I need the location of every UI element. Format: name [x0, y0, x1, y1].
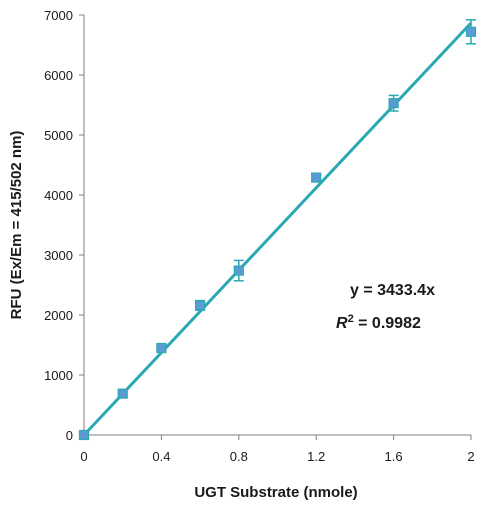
x-tick-label: 2 [467, 449, 474, 464]
y-tick-label: 7000 [44, 8, 73, 23]
y-tick-label: 2000 [44, 308, 73, 323]
x-tick-label: 0.4 [152, 449, 170, 464]
x-tick-label: 1.6 [385, 449, 403, 464]
r-squared-annotation: R2 = 0.9982 [336, 313, 421, 332]
equation-annotation: y = 3433.4x [350, 282, 435, 299]
data-point [233, 265, 244, 276]
trendline-group [82, 21, 473, 437]
trendline [82, 21, 473, 437]
data-points [78, 26, 477, 441]
r-squared-superscript: 2 [348, 313, 354, 325]
data-point [78, 429, 90, 441]
x-axis-title: UGT Substrate (nmole) [194, 484, 357, 501]
axes [79, 14, 472, 440]
data-point [156, 342, 167, 354]
x-tick-label: 1.2 [307, 449, 325, 464]
data-point [388, 98, 399, 109]
y-axis-title: RFU (Ex/Em = 415/502 nm) [8, 131, 25, 320]
y-tick-label: 1000 [44, 368, 73, 383]
x-tick-label: 0.8 [230, 449, 248, 464]
r-squared-symbol: R [336, 315, 348, 332]
y-tick-label: 5000 [44, 128, 73, 143]
y-tick-label: 3000 [44, 248, 73, 263]
y-tick-label: 0 [66, 428, 73, 443]
y-tick-label: 4000 [44, 188, 73, 203]
data-point [117, 388, 128, 399]
data-point [465, 26, 477, 37]
data-point [311, 172, 322, 183]
r-squared-value: = 0.9982 [354, 315, 421, 332]
data-point [195, 300, 206, 311]
x-tick-label: 0 [80, 449, 87, 464]
y-tick-label: 6000 [44, 68, 73, 83]
tick-labels: 0 1000 2000 3000 4000 5000 6000 7000 0 0.4 0.8 1.2 1… [44, 8, 475, 464]
